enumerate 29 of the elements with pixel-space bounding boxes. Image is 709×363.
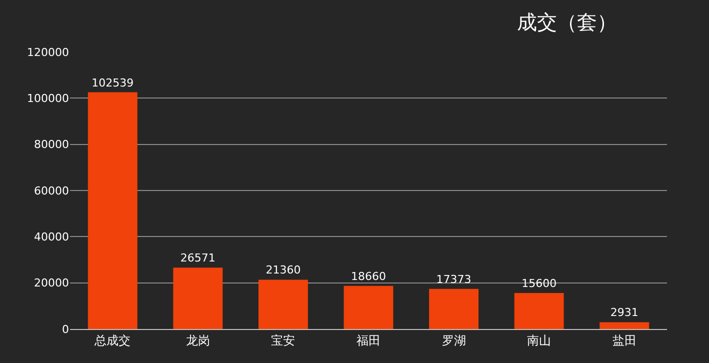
x-tick-label: 龙岗: [186, 333, 210, 348]
y-tick-label: 100000: [27, 92, 69, 106]
bar: [429, 288, 479, 329]
bar: [514, 292, 564, 329]
data-label: 2931: [610, 306, 638, 320]
chart-title: 成交（套）: [517, 10, 618, 34]
bar: [600, 322, 650, 329]
x-tick-label: 盐田: [612, 333, 636, 348]
y-tick-label: 40000: [34, 230, 69, 244]
bar: [88, 92, 138, 329]
bar: [258, 280, 308, 329]
x-tick-label: 总成交: [94, 333, 131, 348]
data-label: 26571: [180, 252, 216, 265]
x-tick-label: 南山: [527, 333, 552, 348]
data-label: 15600: [522, 276, 557, 290]
x-tick-label: 宝安: [271, 333, 296, 348]
y-tick-label: 60000: [34, 184, 69, 198]
y-tick-label: 0: [62, 322, 69, 336]
data-label: 21360: [266, 264, 301, 277]
bar: [173, 268, 223, 329]
bar: [344, 286, 394, 329]
y-tick-label: 120000: [27, 46, 69, 59]
x-tick-label: 罗湖: [442, 333, 466, 348]
data-label: 17373: [436, 272, 472, 286]
y-tick-label: 20000: [34, 276, 69, 290]
y-tick-label: 80000: [34, 138, 69, 152]
x-tick-label: 福田: [356, 333, 380, 348]
data-label: 102539: [92, 76, 134, 90]
data-label: 18660: [351, 270, 386, 283]
